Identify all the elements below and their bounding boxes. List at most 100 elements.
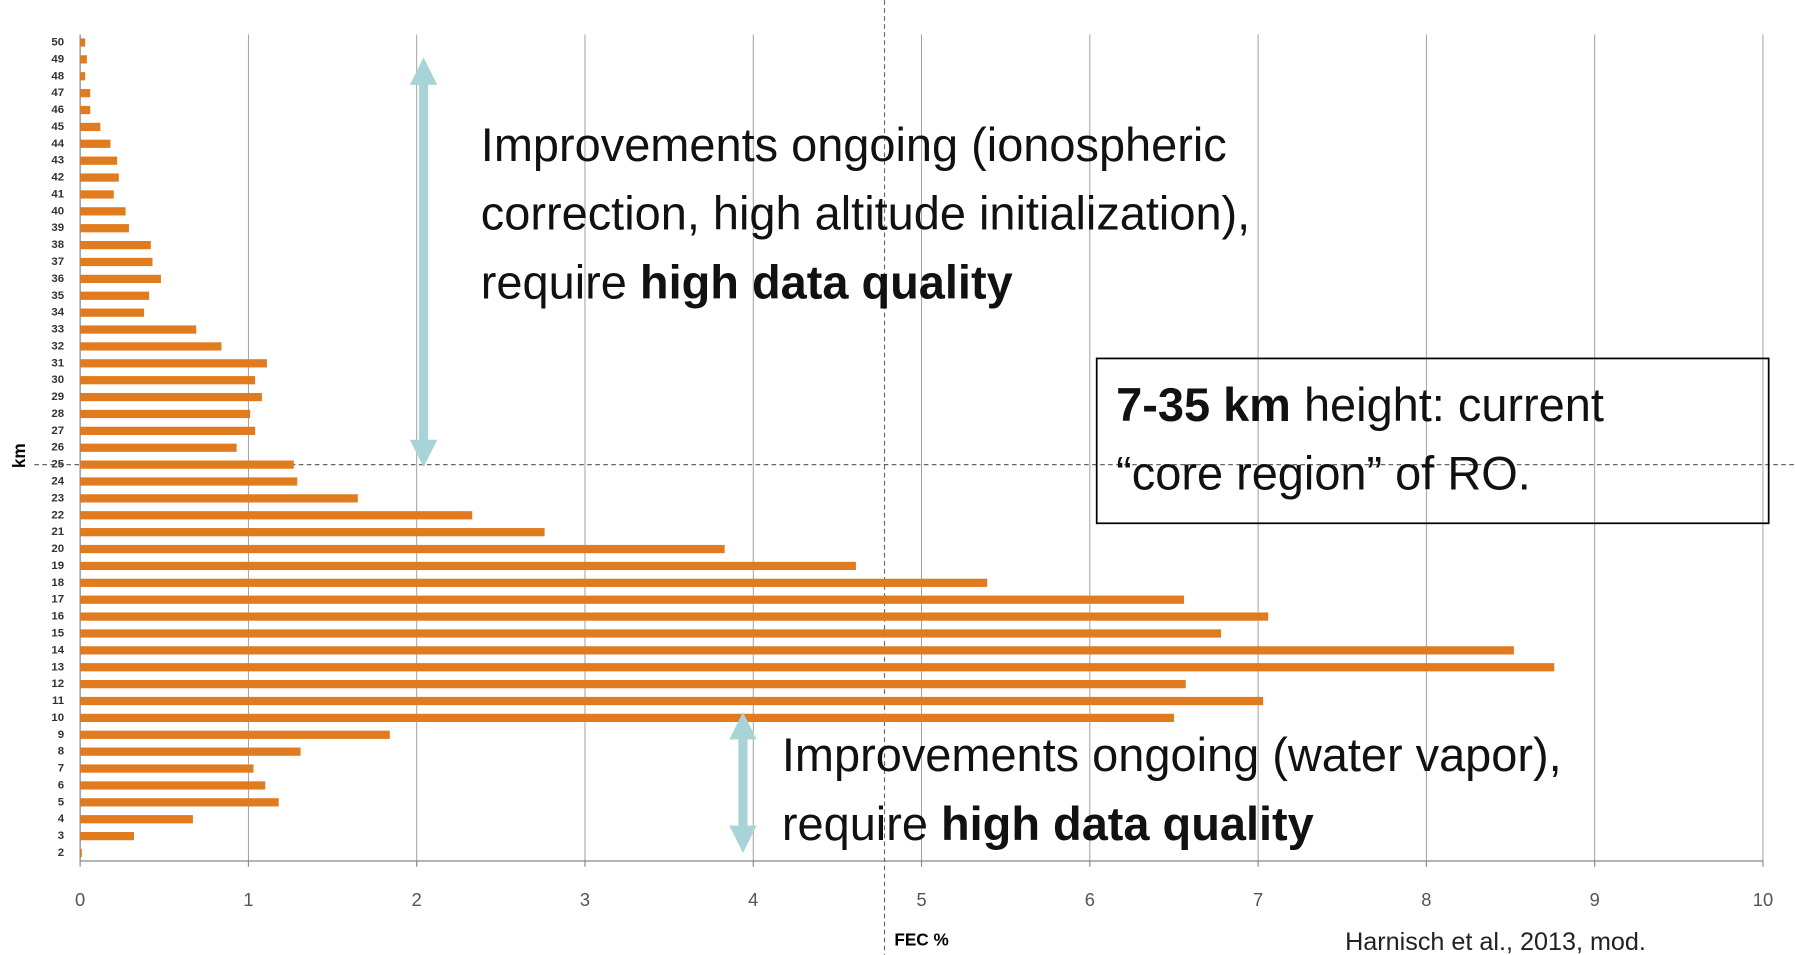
- y-tick-label: 2: [58, 847, 64, 859]
- bar: [80, 528, 545, 537]
- x-tick-label: 9: [1590, 889, 1600, 910]
- x-tick-label: 10: [1753, 889, 1773, 910]
- bar: [80, 38, 86, 47]
- annotation: require high data quality: [782, 798, 1314, 850]
- y-tick-label: 12: [51, 678, 64, 690]
- bar: [80, 578, 988, 587]
- annotation-segment: Improvements ongoing (ionospheric: [481, 119, 1227, 171]
- annotation: Improvements ongoing (water vapor),: [782, 730, 1562, 782]
- bar: [80, 477, 298, 486]
- bar: [80, 55, 87, 64]
- bar: [80, 460, 294, 469]
- annotation-segment: high data quality: [640, 257, 1013, 309]
- annotation-segment: high data quality: [941, 798, 1314, 850]
- y-tick-label: 11: [52, 695, 65, 707]
- y-tick-label: 9: [58, 729, 64, 741]
- y-tick-label: 43: [51, 155, 64, 167]
- annotation: Improvements ongoing (ionospheric: [481, 119, 1227, 171]
- annotation-segment: height: current: [1291, 379, 1604, 431]
- bar: [80, 747, 301, 756]
- annotation: require high data quality: [481, 257, 1013, 309]
- bar: [80, 511, 473, 520]
- bar: [80, 207, 126, 216]
- bar: [80, 494, 358, 503]
- bar: [80, 831, 134, 841]
- y-tick-label: 48: [51, 70, 64, 82]
- bar: [80, 426, 256, 435]
- bar: [80, 696, 1264, 706]
- bar: [80, 240, 151, 250]
- x-tick-label: 8: [1421, 889, 1431, 910]
- bar: [80, 122, 101, 132]
- y-tick-label: 15: [51, 627, 64, 639]
- bar: [80, 848, 82, 858]
- bar: [80, 764, 254, 773]
- y-axis-label: km: [9, 443, 29, 468]
- bar: [80, 139, 111, 148]
- y-tick-label: 27: [51, 425, 64, 437]
- x-tick-label: 5: [916, 889, 926, 910]
- y-tick-label: 23: [51, 492, 64, 504]
- annotation-segment: “core region” of RO.: [1116, 448, 1531, 500]
- y-tick-label: 44: [51, 138, 64, 150]
- y-tick-label: 22: [51, 509, 64, 521]
- y-tick-label: 19: [51, 560, 64, 572]
- bar: [80, 224, 129, 233]
- y-tick-label: 32: [51, 340, 64, 352]
- y-tick-label: 16: [51, 611, 64, 623]
- x-tick-label: 6: [1085, 889, 1095, 910]
- annotation-box: [1095, 357, 1770, 525]
- y-tick-label: 5: [58, 796, 65, 808]
- annotation: 7-35 km height: current: [1116, 379, 1604, 431]
- y-tick-label: 31: [51, 357, 64, 369]
- y-tick-label: 34: [51, 307, 64, 319]
- y-tick-label: 20: [51, 543, 64, 555]
- y-tick-label: 17: [51, 594, 64, 606]
- y-tick-label: 38: [51, 239, 64, 251]
- annotation-segment: require: [481, 257, 640, 309]
- y-tick-label: 18: [51, 577, 64, 589]
- bar: [80, 646, 1514, 655]
- y-tick-label: 39: [51, 222, 64, 234]
- bar: [80, 325, 197, 334]
- annotation-segment: correction, high altitude initialization…: [481, 188, 1250, 240]
- bar: [80, 595, 1185, 604]
- bar: [80, 409, 251, 419]
- bar: [80, 291, 150, 300]
- annotation: “core region” of RO.: [1116, 448, 1531, 500]
- x-tick-label: 0: [75, 889, 85, 910]
- y-tick-label: 28: [51, 408, 64, 420]
- x-tick-label: 3: [580, 889, 590, 910]
- y-tick-label: 29: [51, 391, 64, 403]
- annotation: correction, high altitude initialization…: [481, 188, 1250, 240]
- bar: [80, 663, 1555, 672]
- bar: [80, 798, 279, 807]
- y-tick-label: 21: [51, 526, 64, 538]
- y-tick-label: 14: [51, 644, 64, 656]
- y-tick-label: 13: [51, 661, 64, 673]
- y-tick-label: 30: [51, 374, 64, 386]
- y-tick-label: 25: [51, 459, 64, 471]
- y-tick-label: 24: [51, 476, 64, 488]
- bar: [80, 392, 262, 402]
- y-tick-label: 49: [51, 53, 64, 65]
- x-axis-label: FEC %: [894, 930, 948, 950]
- y-tick-label: 35: [51, 290, 64, 302]
- annotation-segment: 7-35 km: [1116, 379, 1291, 431]
- bar: [80, 781, 266, 790]
- x-tick-label: 7: [1253, 889, 1263, 910]
- bar: [80, 612, 1269, 621]
- bar: [80, 730, 390, 739]
- y-tick-label: 7: [58, 763, 64, 775]
- bar: [80, 190, 114, 199]
- bar: [80, 105, 91, 115]
- bar: [80, 544, 725, 554]
- y-tick-label: 8: [58, 746, 65, 758]
- y-tick-label: 3: [58, 830, 64, 842]
- x-tick-label: 1: [243, 889, 253, 910]
- y-tick-label: 45: [51, 121, 64, 133]
- y-tick-label: 40: [51, 205, 64, 217]
- y-tick-label: 41: [51, 188, 64, 200]
- bar: [80, 713, 1174, 723]
